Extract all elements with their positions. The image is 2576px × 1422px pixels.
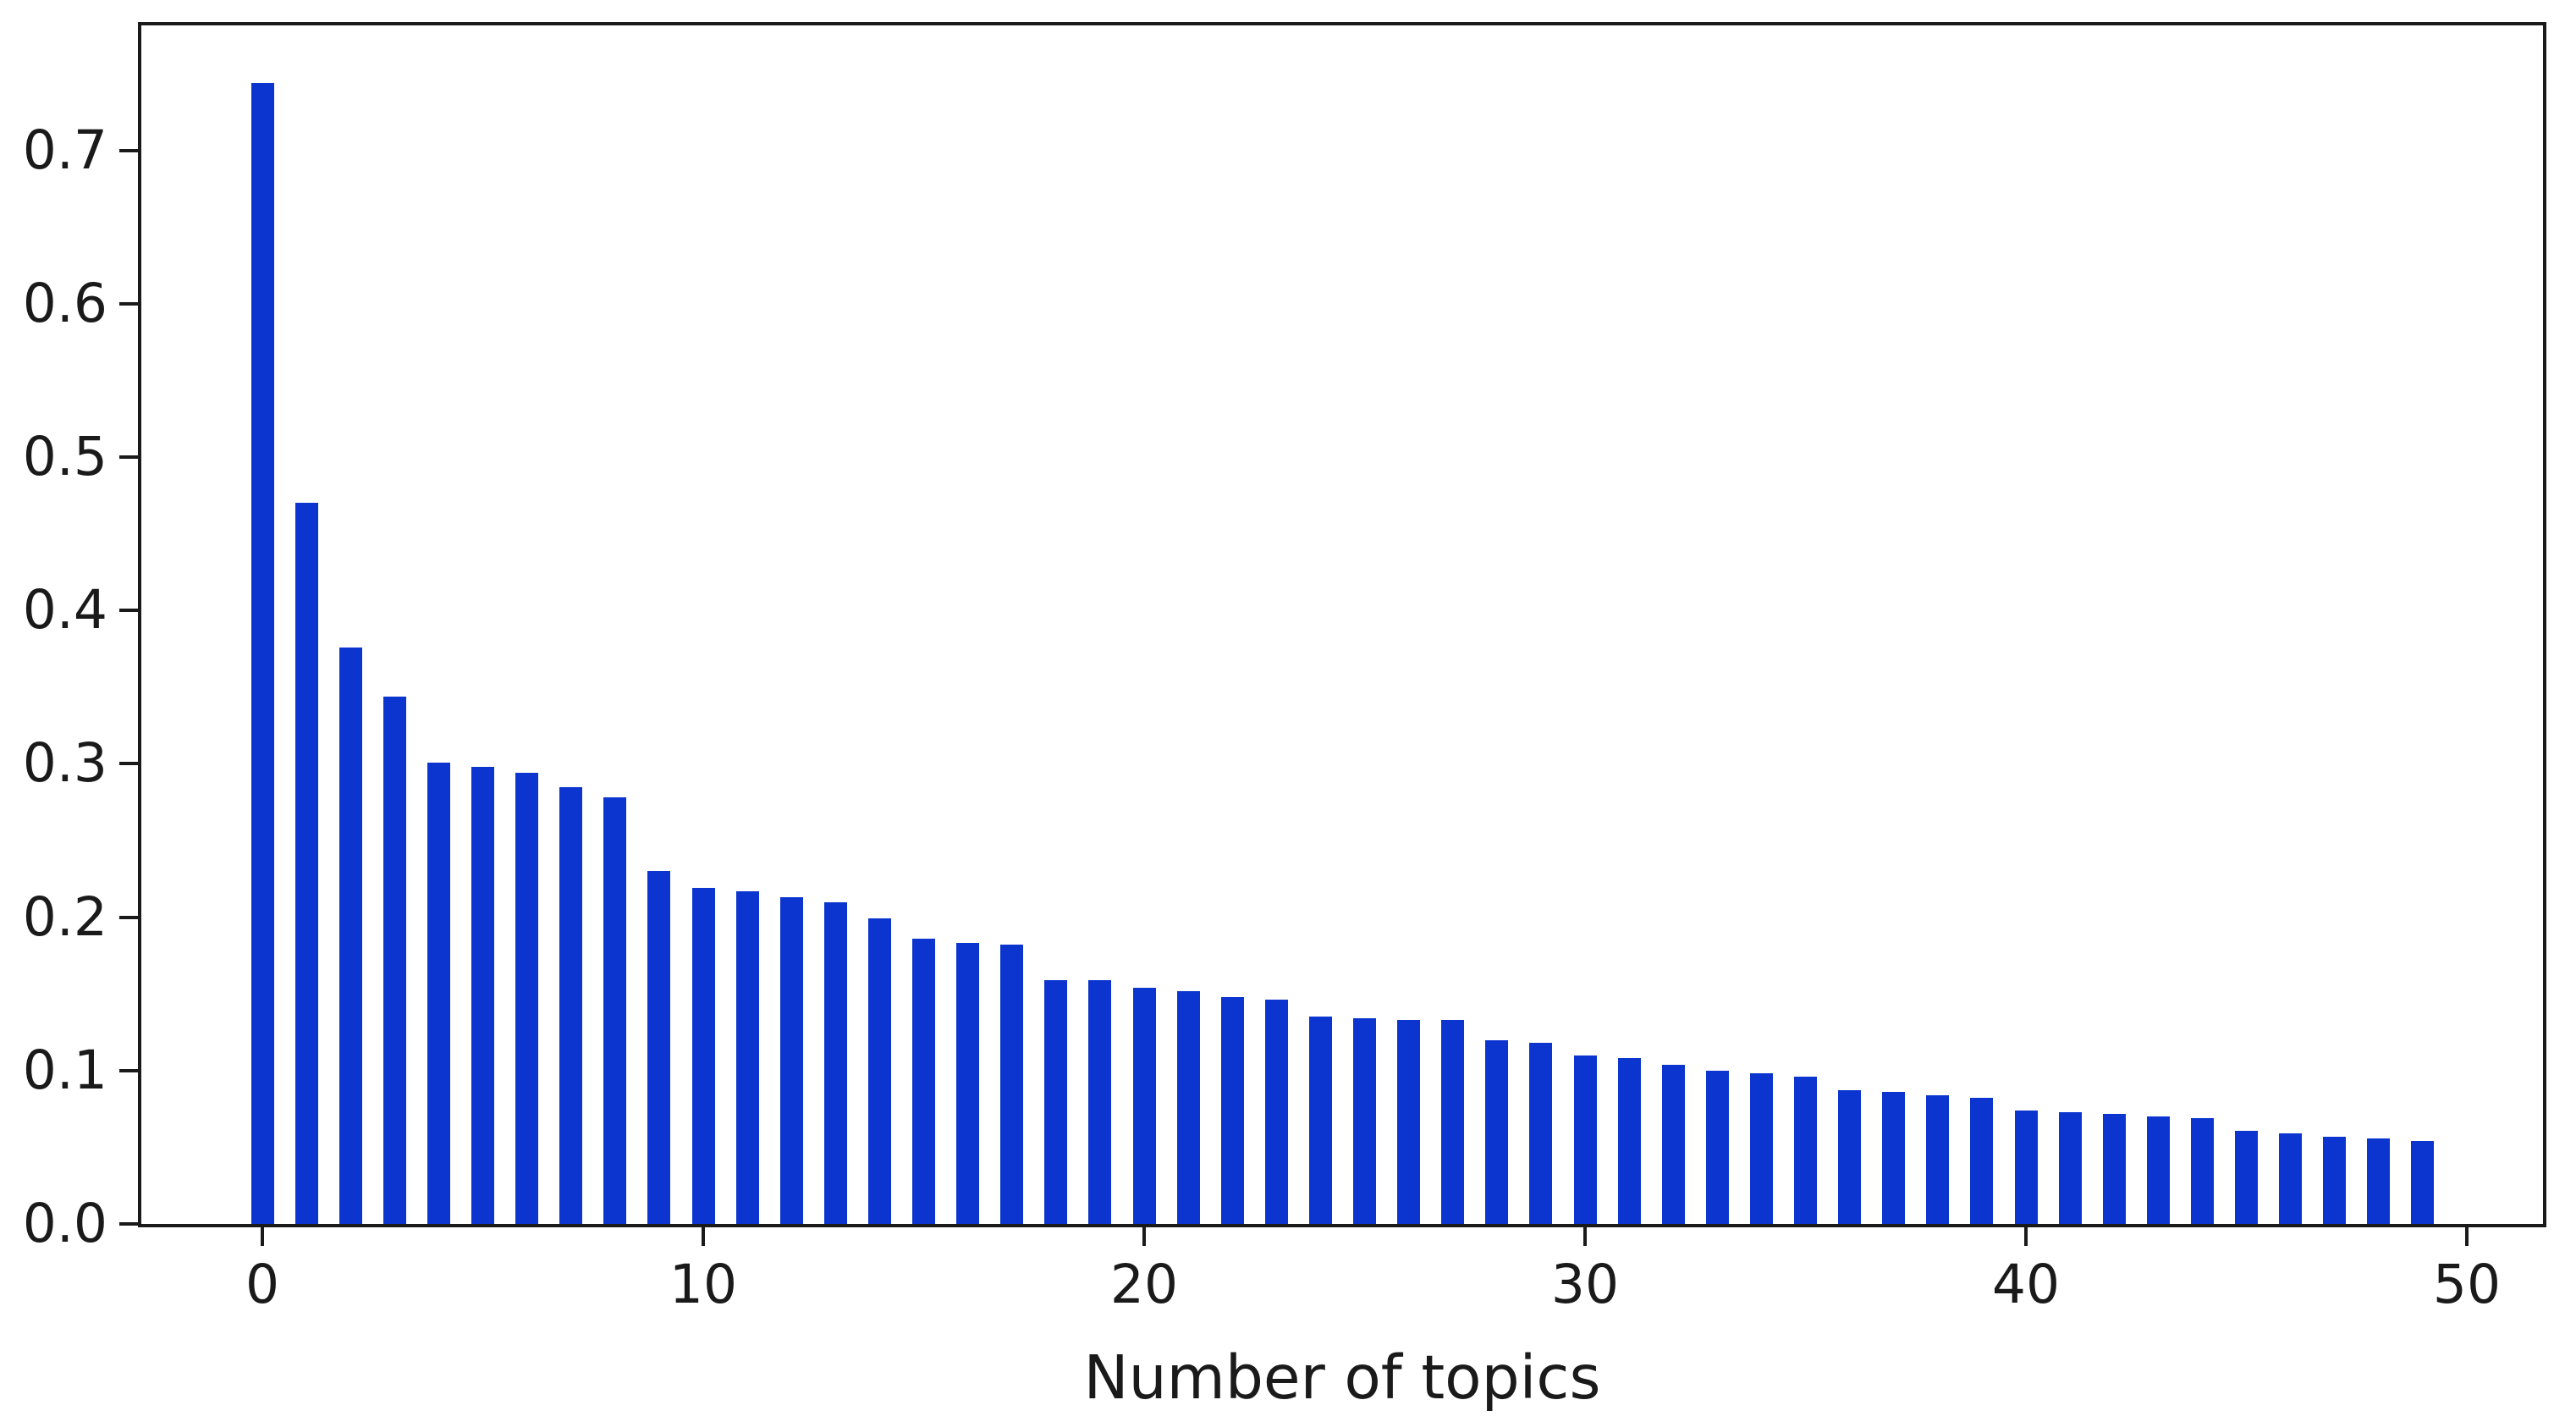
bar [647,871,671,1224]
x-tick-mark [1583,1227,1587,1246]
bar [1088,979,1112,1224]
bar [1264,1000,1288,1224]
y-tick-mark [119,1068,138,1072]
bar [2102,1113,2126,1224]
bar [867,918,891,1224]
bar [515,773,539,1224]
x-tick-mark [261,1227,264,1246]
bar [559,786,583,1224]
plot-area [138,22,2546,1227]
x-tick-label: 10 [669,1254,738,1315]
y-tick-mark [119,1222,138,1226]
bar [735,890,759,1224]
x-tick-label: 40 [1991,1254,2061,1315]
y-tick-label: 0.6 [22,272,107,334]
y-tick-label: 0.3 [22,732,107,795]
x-tick-label: 30 [1550,1254,1620,1315]
x-axis-label: Number of topics [1083,1342,1601,1413]
y-tick-mark [119,455,138,459]
bar [2014,1110,2038,1224]
bar [1749,1073,1773,1224]
y-tick-label: 0.5 [22,426,107,488]
x-tick-mark [2465,1227,2469,1246]
bar [2279,1133,2303,1224]
y-tick-label: 0.7 [22,118,107,181]
bar [1838,1090,1862,1224]
bar [294,503,318,1224]
bar [1397,1020,1421,1224]
y-tick-label: 0.0 [22,1193,107,1254]
bar [427,762,450,1224]
y-tick-label: 0.1 [22,1039,107,1101]
bar [1044,979,1068,1224]
bar [1529,1043,1553,1224]
bar [1882,1092,1906,1224]
y-tick-mark [119,609,138,613]
y-tick-mark [119,301,138,306]
x-tick-mark [1142,1227,1146,1246]
x-tick-label: 0 [245,1254,280,1315]
x-tick-label: 20 [1109,1254,1179,1315]
bar [779,897,803,1224]
bar [1970,1098,1994,1224]
bar [1705,1070,1729,1224]
bar [823,901,847,1224]
y-tick-mark [119,762,138,766]
bar [2146,1116,2170,1224]
x-tick-mark [702,1227,705,1246]
bar [691,888,715,1224]
bar [1132,988,1156,1224]
bar [2323,1136,2347,1224]
y-tick-mark [119,148,138,152]
bar [1485,1039,1509,1224]
x-tick-mark [2024,1227,2028,1246]
bar [1000,945,1024,1224]
bar [1661,1064,1685,1224]
bar [383,696,406,1224]
bar [1573,1055,1597,1224]
bar [912,939,935,1224]
y-tick-mark [119,915,138,919]
bar [603,797,627,1224]
bar [1353,1018,1376,1224]
bar [1308,1017,1332,1224]
bar [1794,1077,1817,1224]
y-tick-label: 0.4 [22,579,107,642]
bar [1617,1058,1641,1224]
x-tick-label: 50 [2432,1254,2502,1315]
bar [2058,1111,2082,1224]
y-tick-label: 0.2 [22,885,107,948]
bar [250,82,274,1224]
bar [1926,1094,1950,1224]
bar [2367,1138,2391,1224]
bar [1176,990,1200,1224]
bar [1441,1020,1465,1224]
bar [1220,996,1244,1224]
bar [2411,1141,2435,1224]
bar [2190,1118,2214,1224]
bar [339,647,362,1224]
bar [471,767,494,1224]
bar [956,943,980,1224]
bar [2235,1130,2258,1224]
